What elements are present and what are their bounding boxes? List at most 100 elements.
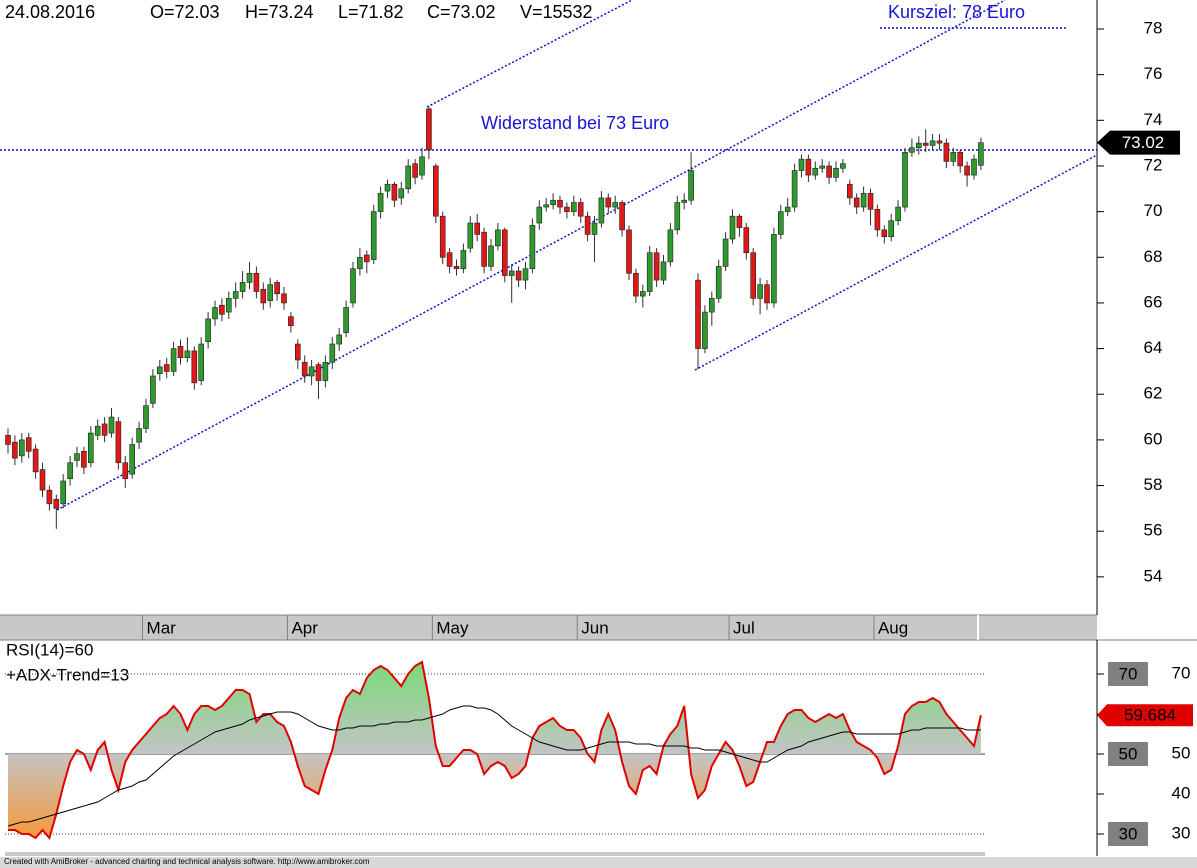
- candle-body: [750, 252, 757, 299]
- candle-body: [529, 225, 536, 269]
- y-tick-label: 30: [1172, 823, 1191, 842]
- candle-body: [570, 202, 577, 212]
- candle-body: [501, 229, 508, 276]
- value-tag-label: 59.684: [1124, 706, 1176, 725]
- candle-body: [136, 428, 142, 443]
- candle-body: [550, 199, 556, 206]
- trend-lines: [0, 0, 1098, 511]
- candle-body: [101, 423, 108, 436]
- average-line: [7, 705, 981, 827]
- y-tick-label: 72: [1144, 155, 1163, 174]
- candle-body: [184, 350, 191, 359]
- candle-body: [626, 229, 632, 274]
- candle-body: [660, 261, 667, 281]
- candle-body: [426, 108, 432, 151]
- candle-body: [432, 165, 439, 217]
- candle-body: [840, 163, 846, 169]
- trend-line: [426, 0, 633, 108]
- candle-body: [281, 293, 287, 304]
- candle-body: [12, 441, 18, 459]
- candle-body: [474, 222, 481, 235]
- candle-body: [81, 451, 87, 468]
- candle-body: [301, 361, 308, 377]
- candle-body: [481, 231, 487, 267]
- candle-body: [715, 266, 722, 299]
- y-tick-label: 56: [1144, 521, 1163, 540]
- candle-body: [122, 462, 129, 480]
- candle-body: [405, 165, 412, 190]
- candle-body: [598, 197, 605, 224]
- candle-body: [88, 432, 94, 464]
- candle-body: [805, 158, 812, 176]
- candle-body: [881, 229, 888, 238]
- trend-strip: [5, 852, 985, 856]
- candle-body: [350, 268, 356, 304]
- candle-body: [708, 298, 715, 313]
- candle-body: [32, 448, 39, 473]
- y-tick-label: 78: [1144, 18, 1163, 37]
- candle-body: [577, 202, 584, 217]
- candle-body: [978, 142, 984, 166]
- header-item: 24.08.2016: [5, 2, 95, 22]
- candle-body: [226, 298, 232, 313]
- candle-body: [398, 188, 405, 199]
- y-tick-label: 64: [1144, 338, 1163, 357]
- candle-body: [336, 334, 343, 345]
- candle-body: [874, 209, 881, 231]
- candle-body: [515, 270, 522, 281]
- candle-body: [177, 346, 184, 359]
- candle-body: [667, 229, 674, 263]
- price-tag-label: 73.02: [1122, 133, 1165, 152]
- y-tick-label: 74: [1144, 110, 1163, 129]
- candle-body: [702, 311, 708, 349]
- candle-body: [108, 416, 115, 434]
- y-tick-label: 66: [1144, 292, 1163, 311]
- candle-body: [205, 318, 211, 343]
- candle-body: [129, 444, 135, 475]
- annotation: Kursziel: 78 Euro: [888, 2, 1025, 22]
- candle-body: [557, 199, 563, 208]
- candle-body: [584, 215, 591, 235]
- x-tick-label: May: [436, 618, 469, 637]
- candle-body: [267, 284, 274, 301]
- candle-body: [936, 140, 943, 144]
- candle-body: [446, 252, 453, 267]
- candle-body: [453, 266, 460, 269]
- candle-body: [5, 435, 11, 445]
- footer: Created with AmiBroker - advanced charti…: [4, 857, 370, 866]
- candle-body: [239, 282, 246, 292]
- candle-body: [867, 193, 874, 210]
- candle-body: [143, 405, 149, 429]
- candle-body: [343, 307, 349, 333]
- candle-body: [639, 291, 646, 297]
- rsi-line: [8, 660, 982, 841]
- x-tick-label: Jul: [733, 618, 755, 637]
- candle-body: [784, 206, 791, 212]
- candle-body: [777, 211, 784, 235]
- candle-body: [25, 437, 32, 452]
- candle-body: [246, 272, 253, 283]
- candle-body: [826, 165, 832, 178]
- candle-body: [150, 375, 156, 404]
- candle-body: [74, 453, 80, 461]
- y-tick-label: 50: [1172, 743, 1191, 762]
- rsi-area: [8, 662, 981, 838]
- candle-body: [18, 439, 25, 457]
- candle-body: [115, 421, 122, 464]
- y-tick-label: 40: [1172, 783, 1191, 802]
- candle-body: [53, 498, 60, 509]
- candle-body: [612, 202, 619, 208]
- price-tag: [1097, 130, 1180, 155]
- level-box: [1108, 822, 1148, 846]
- candle-body: [363, 254, 370, 263]
- candle-body: [819, 165, 826, 169]
- candle-body: [495, 229, 501, 247]
- candle-body: [536, 206, 543, 224]
- y-tick-label: 70: [1172, 663, 1191, 682]
- panel-subtitle: +ADX-Trend=13: [6, 665, 129, 684]
- candle-body: [888, 220, 895, 238]
- candle-body: [39, 469, 46, 491]
- candle-body: [929, 140, 936, 146]
- level-label: 50: [1119, 744, 1138, 763]
